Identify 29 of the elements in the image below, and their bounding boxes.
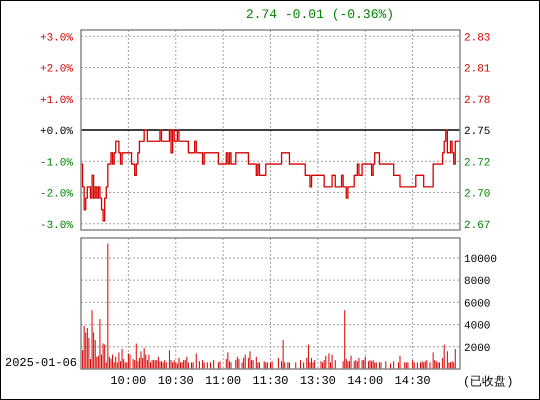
y-tick-label: -2.0% — [40, 188, 74, 200]
x-tick-label: 14:30 — [394, 374, 431, 388]
x-tick-label: 13:30 — [300, 374, 336, 388]
x-tick-label: 11:30 — [252, 374, 289, 388]
y2-tick-label: 2.75 — [464, 126, 490, 138]
y2-tick-label: 6000 — [464, 298, 490, 310]
y2-tick-label: 2.78 — [464, 94, 490, 107]
y2-tick-label: 2.83 — [464, 32, 490, 44]
y2-tick-label: 2.70 — [464, 188, 490, 200]
y-tick-label: -1.0% — [40, 157, 74, 170]
text: 2025-01-06 — [5, 356, 78, 370]
chart-subtitle: 2.74 -0.01 (-0.36%) — [246, 7, 394, 22]
y2-tick-label: 10000 — [464, 254, 498, 266]
x-tick-label: 14:00 — [347, 374, 384, 388]
y2-tick-label: 2.67 — [464, 220, 490, 232]
y-tick-label: +3.0% — [40, 32, 74, 44]
x-tick-label: 10:30 — [158, 374, 194, 388]
y2-tick-label: 2000 — [464, 342, 490, 355]
y2-tick-label: 8000 — [464, 276, 490, 288]
y2-tick-label: 2.81 — [464, 64, 491, 76]
y2-tick-label: 4000 — [464, 320, 490, 333]
y-tick-label: +0.0% — [40, 126, 74, 138]
y-tick-label: -3.0% — [40, 220, 74, 232]
text: (已收盘) — [463, 375, 514, 389]
y2-tick-label: 2.72 — [464, 157, 490, 170]
x-tick-label: 11:00 — [205, 374, 242, 388]
y-tick-label: +1.0% — [40, 94, 74, 107]
x-tick-label: 10:00 — [110, 374, 146, 388]
y-tick-label: +2.0% — [40, 64, 74, 76]
